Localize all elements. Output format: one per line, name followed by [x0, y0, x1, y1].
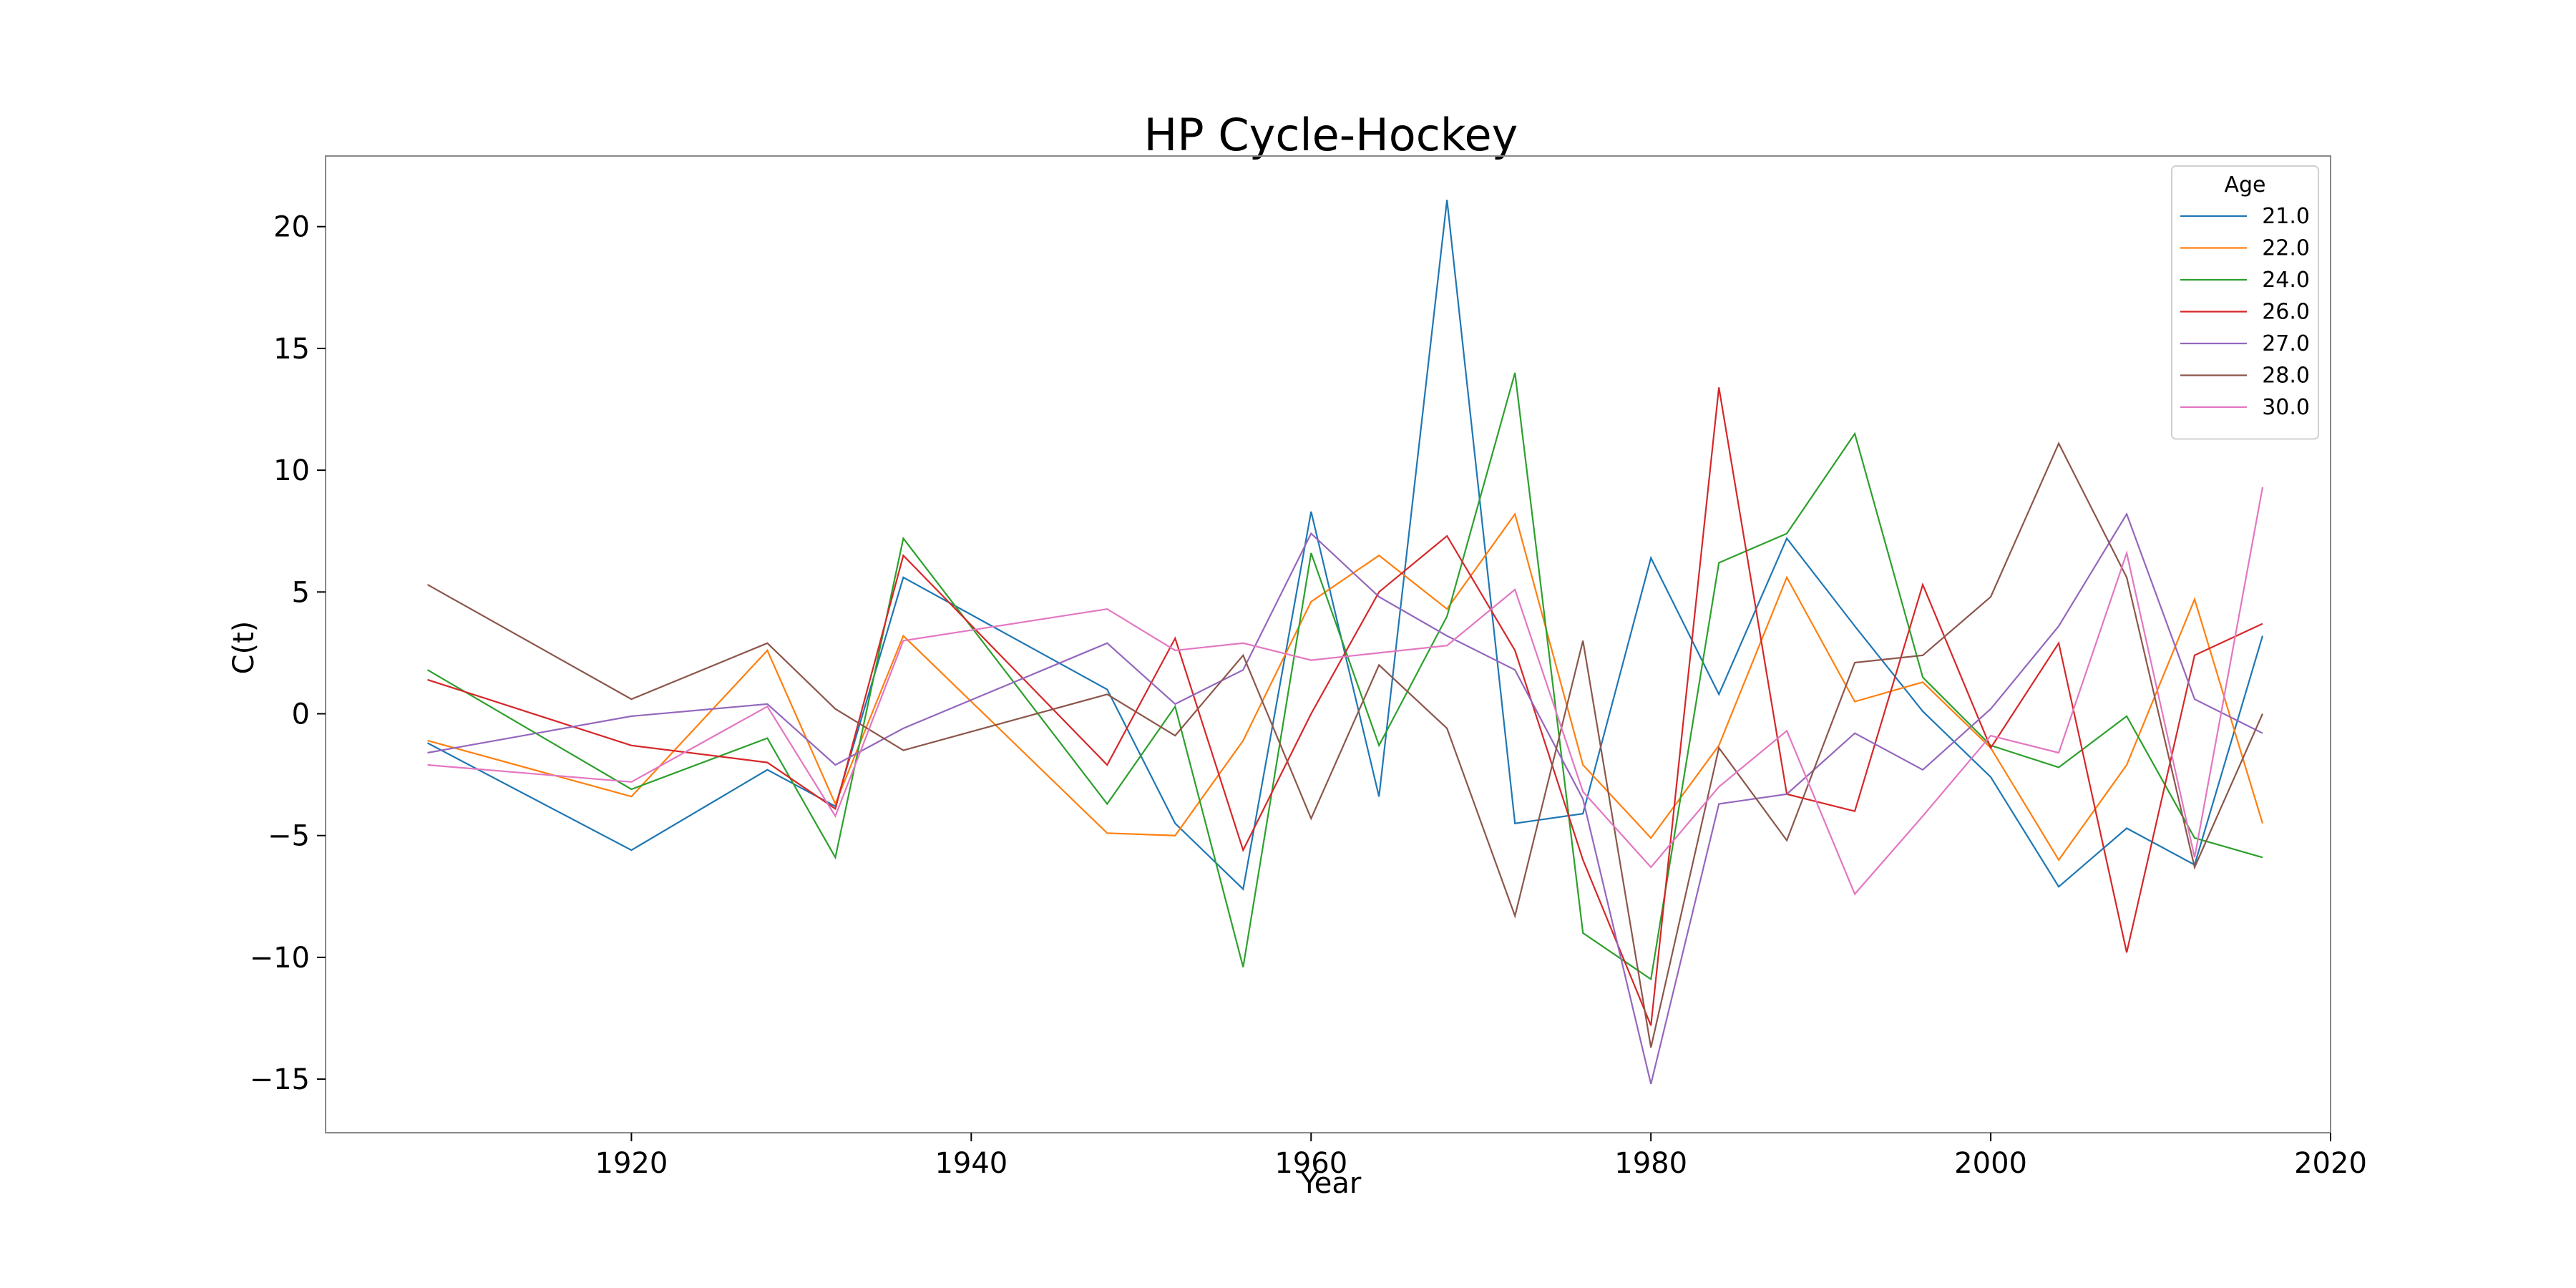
x-tick-label: 1960	[1274, 1147, 1347, 1180]
y-tick-label: 5	[292, 576, 310, 609]
plot-frame	[325, 155, 2331, 1133]
y-tick-label: 0	[292, 698, 310, 731]
legend-label: 27.0	[2262, 331, 2310, 356]
y-tick-label: 10	[273, 454, 310, 487]
y-tick-label: 15	[273, 333, 310, 366]
legend-label: 30.0	[2262, 395, 2310, 420]
legend-box	[2171, 165, 2319, 440]
series-line-21-0	[426, 200, 2264, 891]
legend-label: 24.0	[2262, 268, 2310, 293]
plot-area: 1920 1940 1960 1980 2000 2020 −15 −10 −5 0 5 10 15 20	[250, 155, 2367, 1180]
x-tick-label: 2000	[1954, 1147, 2027, 1180]
series-line-27-0	[427, 512, 2263, 1085]
series-line-24-0	[426, 372, 2263, 981]
x-tick-label: 1940	[935, 1147, 1008, 1180]
y-tick-label: −5	[268, 820, 310, 853]
series-line-26-0	[427, 387, 2263, 1026]
legend-label: 28.0	[2262, 364, 2310, 389]
legend-label: 22.0	[2262, 236, 2310, 261]
y-tick-label: −10	[250, 942, 310, 975]
x-tick-label: 1920	[595, 1147, 668, 1180]
legend-label: 21.0	[2262, 204, 2310, 229]
chart-title: HP Cycle-Hockey	[1144, 109, 1518, 161]
x-tick-label: 2020	[2294, 1147, 2367, 1180]
legend: Age 21.0 22.0 24.0 26.0 27.0 28.0 30.0	[2171, 165, 2319, 440]
series-line-28-0	[426, 441, 2264, 1048]
y-axis-label: C(t)	[228, 621, 260, 675]
x-tick-label: 1980	[1614, 1147, 1687, 1180]
y-tick-label: 20	[273, 211, 310, 244]
legend-label: 26.0	[2262, 300, 2310, 325]
series-line-22-0	[427, 512, 2264, 862]
legend-title: Age	[2224, 172, 2265, 197]
x-axis-label: Year	[1300, 1167, 1362, 1200]
y-tick-label: −15	[250, 1063, 310, 1096]
series-line-30-0	[427, 487, 2264, 896]
